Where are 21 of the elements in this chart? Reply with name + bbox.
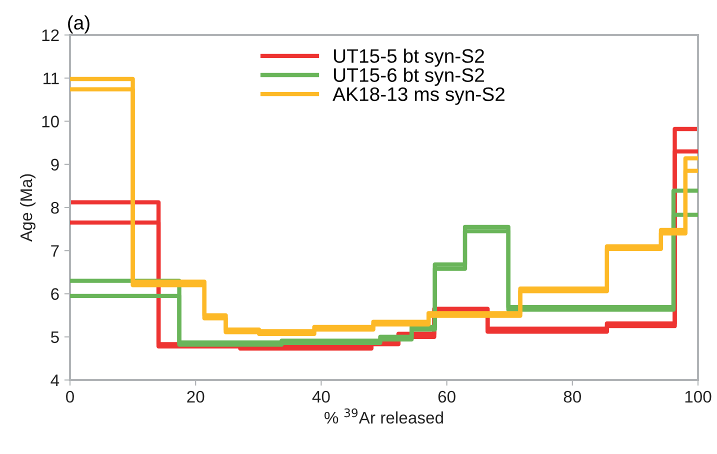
y-tick-label: 10 xyxy=(42,116,59,128)
x-tick-label: 0 xyxy=(66,390,74,403)
legend-label: UT15-6 bt syn-S2 xyxy=(334,68,484,86)
x-tick-label: 100 xyxy=(685,390,712,403)
y-tick-label: 9 xyxy=(51,158,59,171)
y-tick-label: 5 xyxy=(50,331,59,344)
x-axis-title: % $^{39}$Ar released xyxy=(324,408,443,424)
y-tick-label: 7 xyxy=(51,245,59,257)
y-tick-label: 8 xyxy=(51,202,59,214)
legend-label: AK18-13 ms syn-S2 xyxy=(332,87,504,105)
legend-label: UT15-5 bt syn-S2 xyxy=(334,48,484,67)
x-tick-label: 60 xyxy=(438,390,456,403)
y-tick-label: 12 xyxy=(42,29,59,42)
y-tick-label: 11 xyxy=(44,72,59,84)
x-tick-label: 20 xyxy=(187,390,204,403)
x-tick-label: 80 xyxy=(564,390,582,403)
y-axis-title: Age (Ma) xyxy=(20,174,36,242)
y-tick-label: 4 xyxy=(50,374,60,386)
x-tick-label: 40 xyxy=(312,390,330,403)
y-tick-label: 6 xyxy=(51,288,59,300)
chart-title: (a) xyxy=(68,15,90,34)
